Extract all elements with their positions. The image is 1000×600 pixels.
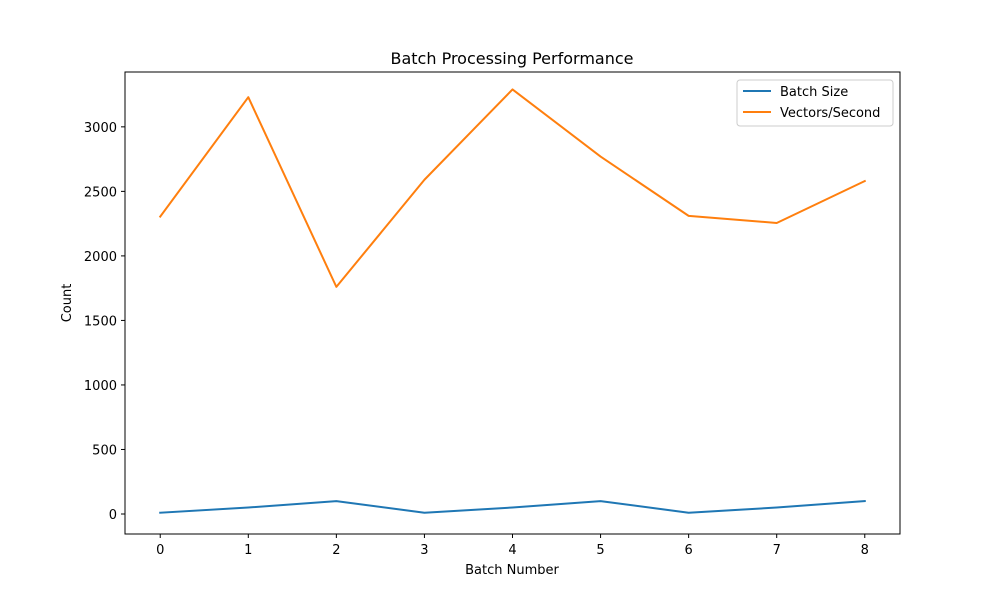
series-line-1: [158, 88, 867, 288]
x-tick-label: 5: [596, 543, 604, 558]
y-tick-label: 3000: [84, 121, 117, 136]
y-tick-label: 1000: [84, 379, 117, 394]
x-tick-label: 4: [508, 543, 516, 558]
x-tick-label: 1: [244, 543, 252, 558]
x-tick-label: 6: [684, 543, 692, 558]
x-axis-title: Batch Number: [465, 563, 559, 578]
series-layer: [158, 88, 867, 514]
y-axis: 0 500 1000 1500 2000 2500 3000: [84, 121, 125, 523]
y-tick-label: 1500: [84, 314, 117, 329]
x-tick-label: 8: [861, 543, 869, 558]
x-tick-label: 3: [420, 543, 428, 558]
x-axis: 0 1 2 3 4 5 6 7 8: [156, 534, 869, 558]
legend-box: [736, 79, 894, 127]
series-line-0: [159, 500, 866, 514]
y-tick-label: 2000: [84, 250, 117, 265]
y-tick-label: 2500: [84, 185, 117, 200]
y-tick-label: 500: [92, 443, 117, 458]
legend-label: Batch Size: [780, 85, 848, 100]
chart-title: Batch Processing Performance: [391, 49, 634, 68]
x-tick-label: 2: [332, 543, 340, 558]
y-axis-title: Count: [60, 284, 75, 323]
y-tick-label: 0: [109, 508, 117, 523]
legend: Batch Size Vectors/Second: [736, 79, 894, 127]
x-tick-label: 7: [773, 543, 781, 558]
x-tick-label: 0: [156, 543, 164, 558]
legend-label: Vectors/Second: [780, 106, 880, 121]
